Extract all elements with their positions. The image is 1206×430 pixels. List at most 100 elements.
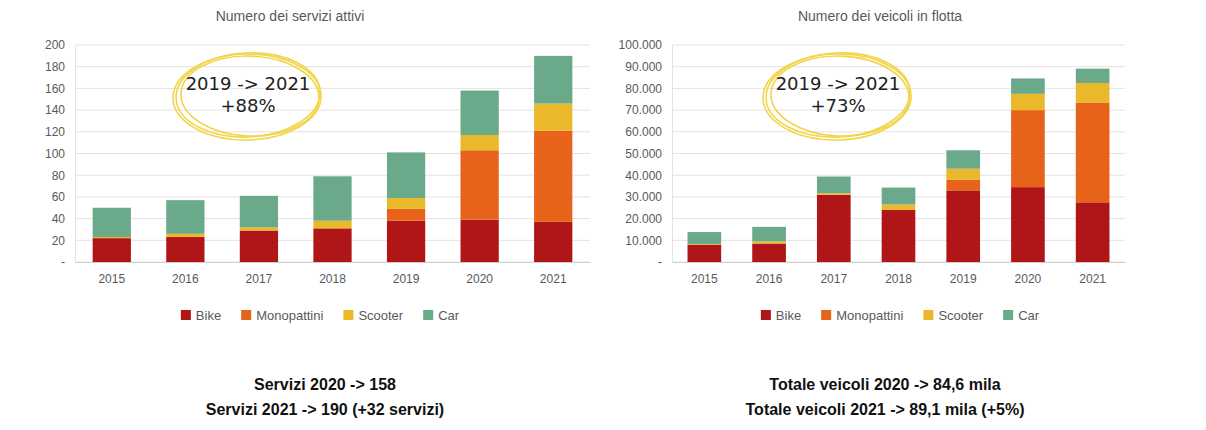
bar-segment bbox=[817, 195, 851, 262]
series bbox=[93, 104, 573, 239]
chart: Numero dei servizi attivi-20406080100120… bbox=[45, 8, 591, 418]
footer-text: Totale veicoli 2020 -> 84,6 mila bbox=[769, 376, 1000, 393]
footer-text: Servizi 2020 -> 158 bbox=[254, 376, 396, 393]
bar-segment bbox=[1076, 202, 1110, 262]
bar-segment bbox=[461, 220, 499, 262]
series bbox=[688, 187, 1110, 262]
legend-swatch bbox=[423, 310, 433, 320]
bar-segment bbox=[1076, 83, 1110, 103]
tick-label: 2020 bbox=[1015, 272, 1042, 286]
tick-label: 2016 bbox=[756, 272, 783, 286]
tick-label: 2018 bbox=[319, 272, 346, 286]
legend-item: Monopattini bbox=[241, 308, 323, 323]
tick: 50.000 bbox=[625, 147, 672, 161]
bar-segment bbox=[688, 232, 722, 244]
annotation-text: +73% bbox=[810, 95, 865, 116]
tick-label: 2019 bbox=[393, 272, 420, 286]
bars bbox=[688, 69, 1110, 262]
bar-segment bbox=[240, 196, 278, 227]
bar-segment bbox=[166, 237, 204, 262]
legend-swatch bbox=[241, 310, 251, 320]
x-axis: 2015201620172018201920202021 bbox=[76, 262, 591, 286]
tick: 180 bbox=[45, 60, 75, 74]
tick-label: 120 bbox=[45, 125, 65, 139]
grid-line bbox=[75, 153, 590, 154]
tick: 120 bbox=[45, 125, 75, 139]
tick: 90.000 bbox=[625, 60, 672, 74]
legend-item: Car bbox=[1003, 308, 1040, 323]
tick: 160 bbox=[45, 82, 75, 96]
legend-label: Bike bbox=[196, 308, 221, 323]
tick-label: - bbox=[61, 255, 65, 269]
tick: 80.000 bbox=[625, 82, 672, 96]
tick: 2015 bbox=[691, 262, 718, 286]
tick-label: 200 bbox=[45, 38, 65, 52]
bar-segment bbox=[387, 221, 425, 262]
x-axis: 2015201620172018201920202021 bbox=[673, 262, 1126, 286]
bar-segment bbox=[752, 244, 786, 262]
bar-segment bbox=[1076, 103, 1110, 203]
tick-label: 2018 bbox=[885, 272, 912, 286]
tick-label: 40 bbox=[52, 212, 66, 226]
legend-item: Scooter bbox=[923, 308, 983, 323]
legend-swatch bbox=[343, 310, 353, 320]
tick: 2021 bbox=[1079, 262, 1106, 286]
legend-swatch bbox=[821, 310, 831, 320]
bar-segment bbox=[1076, 69, 1110, 83]
tick-label: 2017 bbox=[820, 272, 847, 286]
grid-line bbox=[672, 45, 1125, 46]
annotation-ellipse bbox=[762, 53, 911, 142]
tick-label: 180 bbox=[45, 60, 65, 74]
bar-segment bbox=[313, 221, 351, 229]
tick: 60.000 bbox=[625, 125, 672, 139]
bar-segment bbox=[1011, 187, 1045, 262]
tick-label: 60 bbox=[52, 190, 66, 204]
bar-segment bbox=[166, 234, 204, 237]
tick: 80 bbox=[52, 169, 75, 183]
tick-label: 20 bbox=[52, 234, 66, 248]
tick: 20.000 bbox=[625, 212, 672, 226]
tick-label: 70.000 bbox=[625, 103, 662, 117]
annotation: 2019 -> 2021+88% bbox=[172, 49, 322, 141]
tick-label: 80.000 bbox=[625, 82, 662, 96]
tick: - bbox=[658, 255, 672, 269]
series bbox=[93, 220, 573, 262]
bar-segment bbox=[387, 209, 425, 221]
legend-label: Scooter bbox=[358, 308, 403, 323]
bar-segment bbox=[93, 237, 131, 238]
bar-segment bbox=[946, 180, 980, 191]
tick: 2019 bbox=[393, 262, 420, 286]
chart-title: Numero dei veicoli in flotta bbox=[798, 8, 962, 24]
bar-segment bbox=[534, 222, 572, 262]
legend-swatch bbox=[923, 310, 933, 320]
annotation-text: 2019 -> 2021 bbox=[186, 73, 311, 94]
bar-segment bbox=[240, 227, 278, 230]
tick-label: 100 bbox=[45, 147, 65, 161]
legend-label: Monopattini bbox=[256, 308, 323, 323]
legend-item: Car bbox=[423, 308, 460, 323]
tick-label: 160 bbox=[45, 82, 65, 96]
tick: 10.000 bbox=[625, 234, 672, 248]
legend-swatch bbox=[1003, 310, 1013, 320]
grid-line bbox=[75, 110, 590, 111]
tick-label: 2015 bbox=[98, 272, 125, 286]
legend-label: Car bbox=[1018, 308, 1040, 323]
grid-line bbox=[672, 110, 1125, 111]
bar-segment bbox=[93, 208, 131, 237]
legend: BikeMonopattiniScooterCar bbox=[761, 308, 1040, 323]
tick-label: 50.000 bbox=[625, 147, 662, 161]
bar-segment bbox=[461, 135, 499, 150]
grid-line bbox=[75, 88, 590, 89]
bar-segment bbox=[166, 200, 204, 234]
bar-segment bbox=[461, 91, 499, 135]
tick-label: 2021 bbox=[540, 272, 567, 286]
legend: Bike Monopattini Scooter Car bbox=[181, 308, 460, 323]
tick-label: 40.000 bbox=[625, 169, 662, 183]
tick-label: 2015 bbox=[691, 272, 718, 286]
bar-segment bbox=[534, 104, 572, 131]
bar-segment bbox=[752, 241, 786, 243]
tick: - bbox=[61, 255, 75, 269]
bar-segment bbox=[240, 231, 278, 262]
bars bbox=[93, 56, 573, 262]
tick: 30.000 bbox=[625, 190, 672, 204]
